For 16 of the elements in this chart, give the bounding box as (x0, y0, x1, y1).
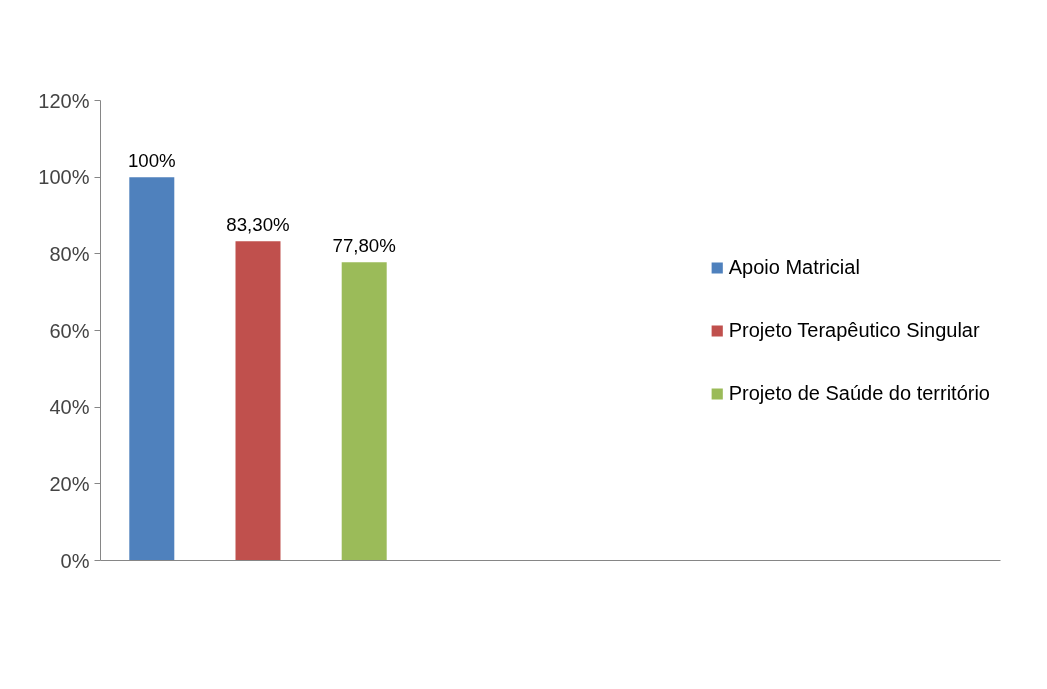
y-tick-label: 0% (60, 549, 90, 572)
data-label: 77,80% (332, 235, 396, 257)
y-tick-label: 20% (49, 472, 90, 495)
bar (129, 177, 175, 561)
y-tick-label: 80% (49, 242, 90, 265)
y-tick-label: 120% (38, 89, 90, 112)
legend-label: Projeto Terapêutico Singular (728, 318, 980, 342)
bar (235, 241, 281, 561)
data-label: 83,30% (226, 214, 290, 236)
y-tick-label: 40% (49, 396, 90, 419)
legend-label: Projeto de Saúde do território (728, 381, 990, 405)
y-tick-label: 100% (38, 166, 90, 189)
y-tick-label: 60% (49, 319, 90, 342)
bar (341, 262, 387, 561)
data-label: 100% (127, 150, 176, 172)
legend-label: Apoio Matricial (728, 255, 860, 279)
